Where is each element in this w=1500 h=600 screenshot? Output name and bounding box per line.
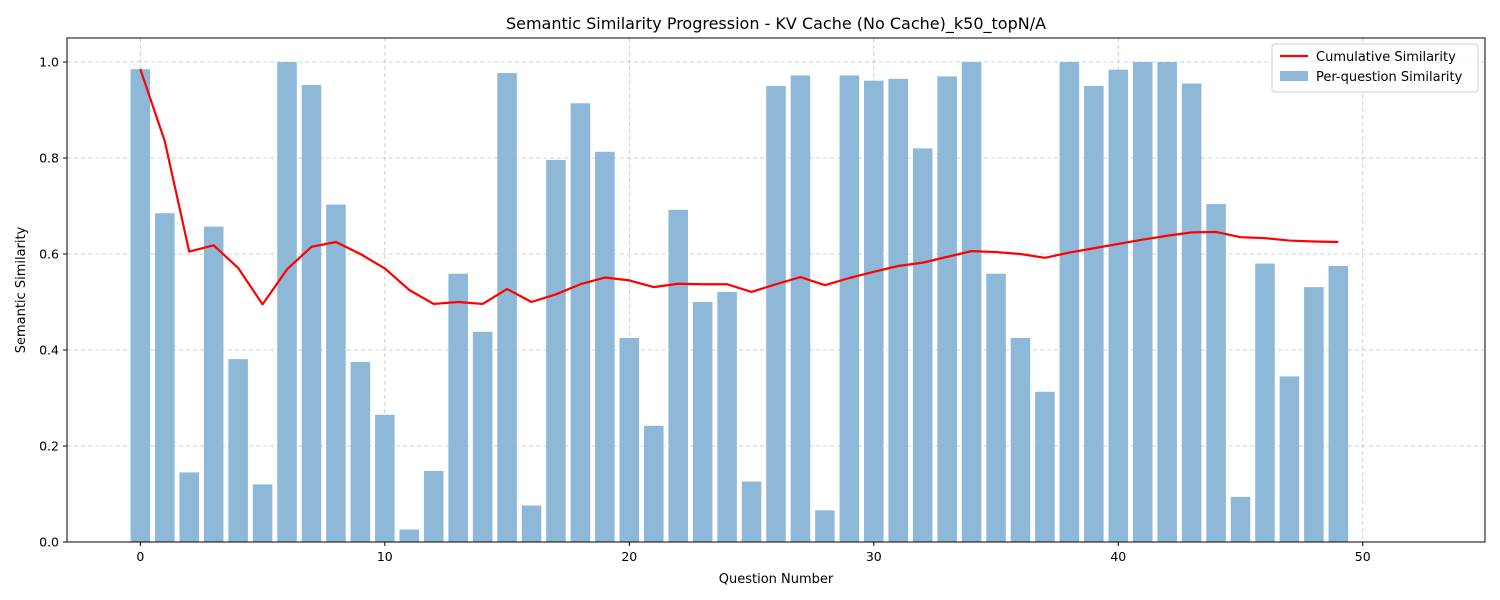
x-tick-label: 10 xyxy=(377,549,393,564)
bar xyxy=(203,226,224,542)
bar xyxy=(864,80,884,542)
bar xyxy=(1035,391,1055,542)
bar xyxy=(1304,287,1324,542)
bar xyxy=(350,362,371,542)
x-tick-label: 20 xyxy=(621,549,637,564)
bar xyxy=(1084,86,1104,542)
line-series xyxy=(139,68,1339,306)
legend-box xyxy=(1271,43,1479,93)
bar xyxy=(912,148,933,542)
bar xyxy=(986,273,1006,542)
bar xyxy=(399,529,420,542)
bar xyxy=(619,338,640,542)
y-tick-label: 0.6 xyxy=(39,247,59,262)
legend: Cumulative Similarity Per-question Simil… xyxy=(1271,43,1479,93)
bar xyxy=(375,414,395,542)
bar xyxy=(497,73,517,542)
bar xyxy=(130,69,151,542)
bar xyxy=(228,359,248,542)
plot-frame xyxy=(66,37,1486,543)
bar xyxy=(937,76,957,543)
bar xyxy=(521,505,542,542)
bar xyxy=(668,209,688,542)
bar xyxy=(766,86,786,542)
bar xyxy=(1181,83,1202,542)
bar xyxy=(277,62,297,542)
bar xyxy=(1230,496,1251,542)
bar xyxy=(643,425,664,542)
bar xyxy=(1206,204,1226,542)
bar xyxy=(717,291,737,542)
x-axis-label: Question Number xyxy=(719,572,834,587)
x-tick-label: 0 xyxy=(136,549,144,564)
legend-label-per-question: Per-question Similarity xyxy=(1316,70,1463,85)
axis-ticks: 0 10 20 30 40 50 0.0 0.2 0.4 0.6 0.8 1.0 xyxy=(39,55,1371,565)
bar xyxy=(1010,338,1031,542)
bar xyxy=(448,273,468,542)
bar xyxy=(790,75,811,542)
bar xyxy=(815,510,835,542)
y-tick-label: 0.2 xyxy=(39,439,59,454)
y-tick-label: 0.0 xyxy=(39,535,59,550)
bar xyxy=(692,302,713,542)
bar xyxy=(326,204,346,542)
bar xyxy=(179,472,200,542)
bar xyxy=(1279,376,1300,542)
chart-title: Semantic Similarity Progression - KV Cac… xyxy=(506,14,1046,34)
y-tick-label: 1.0 xyxy=(39,55,59,70)
bar xyxy=(741,481,762,542)
bar xyxy=(252,484,273,542)
x-tick-label: 40 xyxy=(1110,549,1126,564)
y-tick-label: 0.8 xyxy=(39,151,59,166)
bar xyxy=(155,213,175,542)
bar xyxy=(888,78,909,543)
bar xyxy=(472,331,493,542)
bar xyxy=(839,75,860,542)
bar-series xyxy=(130,62,1349,543)
legend-label-cumulative: Cumulative Similarity xyxy=(1316,50,1456,65)
bar xyxy=(1255,263,1275,542)
y-axis-label: Semantic Similarity xyxy=(14,226,29,353)
bar xyxy=(570,103,591,542)
legend-swatch-per-question xyxy=(1280,71,1308,81)
bar xyxy=(546,159,566,543)
bar xyxy=(1328,266,1349,542)
cumulative-line xyxy=(139,68,1339,306)
bar xyxy=(1059,62,1080,542)
bar xyxy=(1132,62,1153,542)
bar xyxy=(423,470,444,542)
bar xyxy=(301,85,322,542)
bar xyxy=(961,62,982,542)
x-tick-label: 30 xyxy=(866,549,882,564)
bar xyxy=(1157,62,1177,542)
bar xyxy=(1108,69,1129,543)
y-tick-label: 0.4 xyxy=(39,343,59,358)
bar xyxy=(595,151,615,542)
x-tick-label: 50 xyxy=(1355,549,1371,564)
